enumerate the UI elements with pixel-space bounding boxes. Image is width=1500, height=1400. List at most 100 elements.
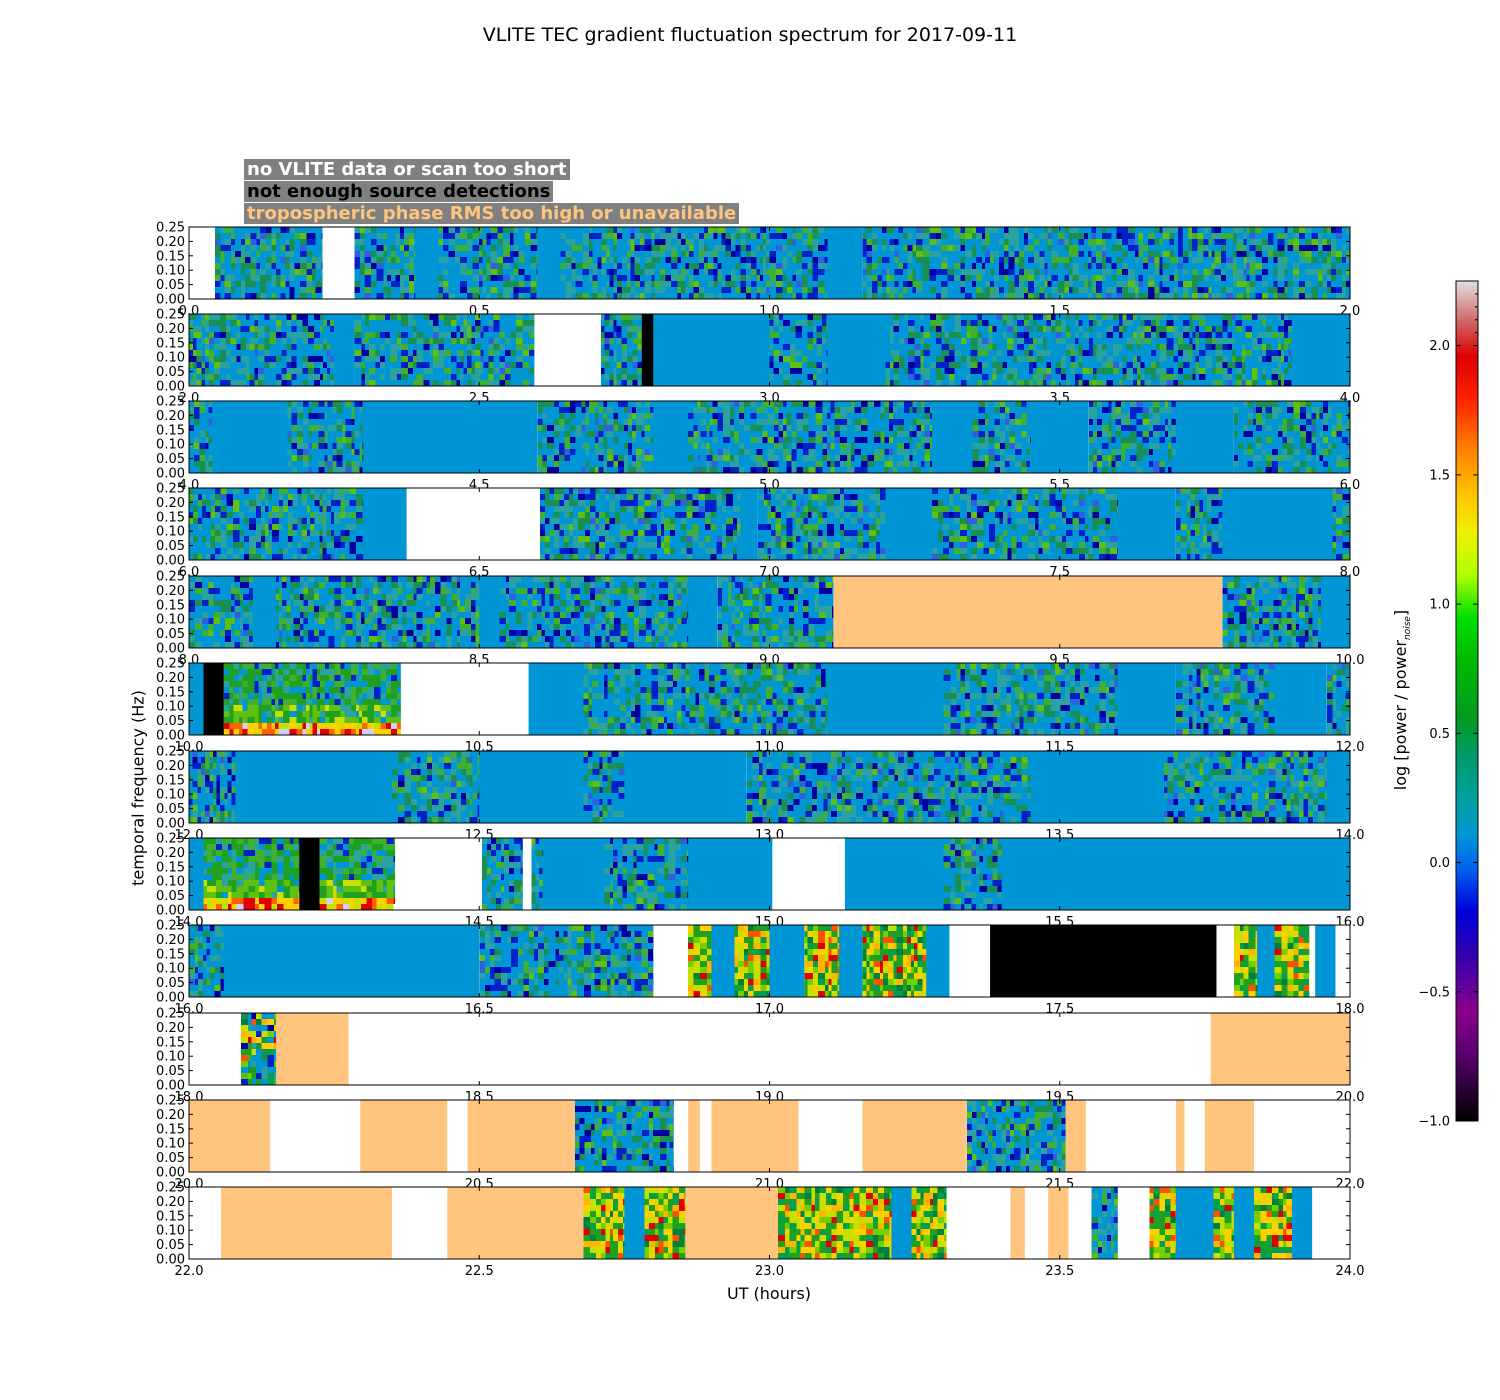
- heatmap-cell: [482, 239, 487, 246]
- heatmap-cell: [390, 275, 396, 282]
- heatmap-cell: [236, 320, 241, 327]
- heatmap-cell: [735, 275, 741, 282]
- heatmap-cell: [375, 344, 381, 351]
- heatmap-cell: [518, 245, 525, 252]
- heatmap-cell: [311, 281, 316, 288]
- heatmap-cell: [361, 314, 366, 321]
- heatmap-cell: [362, 431, 364, 438]
- heatmap-cell: [616, 281, 623, 288]
- heatmap-cell: [592, 245, 598, 252]
- heatmap-cell: [1231, 350, 1236, 357]
- heatmap-cell: [947, 281, 955, 288]
- heatmap-cell: [342, 461, 346, 468]
- heatmap-cell: [762, 287, 767, 294]
- heatmap-cell: [731, 275, 736, 282]
- heatmap-cell: [1335, 269, 1343, 276]
- heatmap-cell: [1203, 263, 1209, 270]
- heatmap-cell: [944, 344, 950, 351]
- heatmap-cell: [565, 239, 572, 246]
- heatmap-cell: [1046, 314, 1052, 321]
- heatmap-cell: [1222, 350, 1228, 357]
- heatmap-cell: [332, 461, 337, 468]
- heatmap-cell: [224, 245, 232, 252]
- heatmap-cell: [1327, 287, 1332, 294]
- heatmap-cell: [351, 425, 356, 432]
- heatmap-cell: [782, 239, 788, 246]
- heatmap-cell: [1105, 287, 1112, 294]
- heatmap-cell: [778, 350, 784, 357]
- heatmap-cell: [1047, 275, 1052, 282]
- heatmap-cell: [194, 401, 200, 408]
- heatmap-cell: [1002, 374, 1008, 381]
- heatmap-cell: [688, 251, 694, 258]
- heatmap-cell: [581, 437, 587, 444]
- heatmap-cell: [332, 431, 337, 438]
- heatmap-cell: [466, 362, 472, 369]
- heatmap-cell: [1074, 374, 1079, 381]
- heatmap-cell: [1233, 239, 1237, 246]
- heatmap-cell: [582, 233, 590, 240]
- heatmap-cell: [1017, 314, 1025, 321]
- heatmap-cell: [291, 455, 298, 462]
- heatmap-cell: [1246, 245, 1250, 252]
- heatmap-cell: [472, 245, 480, 252]
- heatmap-cell: [665, 263, 672, 270]
- heatmap-cell: [529, 332, 535, 339]
- heatmap-cell: [613, 356, 617, 363]
- heatmap-cell: [654, 263, 661, 270]
- heatmap-cell: [259, 263, 267, 270]
- heatmap-cell: [1178, 287, 1184, 294]
- heatmap-cell: [996, 326, 1003, 333]
- heatmap-cell: [359, 467, 363, 474]
- heatmap-cell: [285, 233, 290, 240]
- heatmap-cell: [821, 338, 827, 345]
- heatmap-cell: [296, 326, 303, 333]
- heatmap-cell: [308, 344, 315, 351]
- heatmap-cell: [923, 356, 931, 363]
- heatmap-cell: [988, 362, 993, 369]
- heatmap-cell: [264, 344, 270, 351]
- heatmap-cell: [588, 227, 593, 234]
- heatmap-cell: [976, 263, 983, 270]
- heatmap-cell: [1066, 338, 1071, 345]
- heatmap-cell: [966, 338, 971, 345]
- heatmap-cell: [515, 350, 523, 357]
- heatmap-cell: [1233, 293, 1237, 300]
- heatmap-cell: [1222, 338, 1228, 345]
- heatmap-cell: [1262, 368, 1267, 375]
- heatmap-cell: [286, 326, 293, 333]
- heatmap-cell: [368, 314, 376, 321]
- heatmap-cell: [941, 263, 948, 270]
- heatmap-cell: [824, 245, 828, 252]
- heatmap-cell: [354, 269, 361, 276]
- heatmap-cell: [935, 245, 942, 252]
- heatmap-cell: [993, 269, 1000, 276]
- heatmap-cell: [547, 461, 555, 468]
- heatmap-cell: [416, 320, 424, 327]
- heatmap-cell: [721, 257, 726, 264]
- heatmap-cell: [1214, 257, 1222, 264]
- heatmap-cell: [988, 374, 993, 381]
- heatmap-cell: [816, 326, 823, 333]
- heatmap-cell: [1277, 362, 1282, 369]
- heatmap-cell: [1214, 251, 1222, 258]
- heatmap-cell: [1291, 320, 1293, 327]
- heatmap-cell: [902, 269, 908, 276]
- heatmap-cell: [1211, 269, 1215, 276]
- heatmap-cell: [1066, 332, 1071, 339]
- heatmap-cell: [536, 257, 538, 264]
- heatmap-cell: [1044, 257, 1049, 264]
- heatmap-cell: [345, 449, 352, 456]
- heatmap-cell: [493, 380, 500, 387]
- heatmap-cell: [1299, 251, 1306, 258]
- heatmap-cell: [816, 350, 823, 357]
- heatmap-cell: [982, 356, 989, 363]
- heatmap-cell: [199, 443, 206, 450]
- heatmap-cell: [1192, 356, 1197, 363]
- heatmap-cell: [1182, 251, 1189, 258]
- heatmap-cell: [786, 269, 793, 276]
- heatmap-cell: [916, 245, 923, 252]
- heatmap-cell: [671, 287, 678, 294]
- heatmap-cell: [693, 263, 700, 270]
- heatmap-cell: [220, 227, 225, 234]
